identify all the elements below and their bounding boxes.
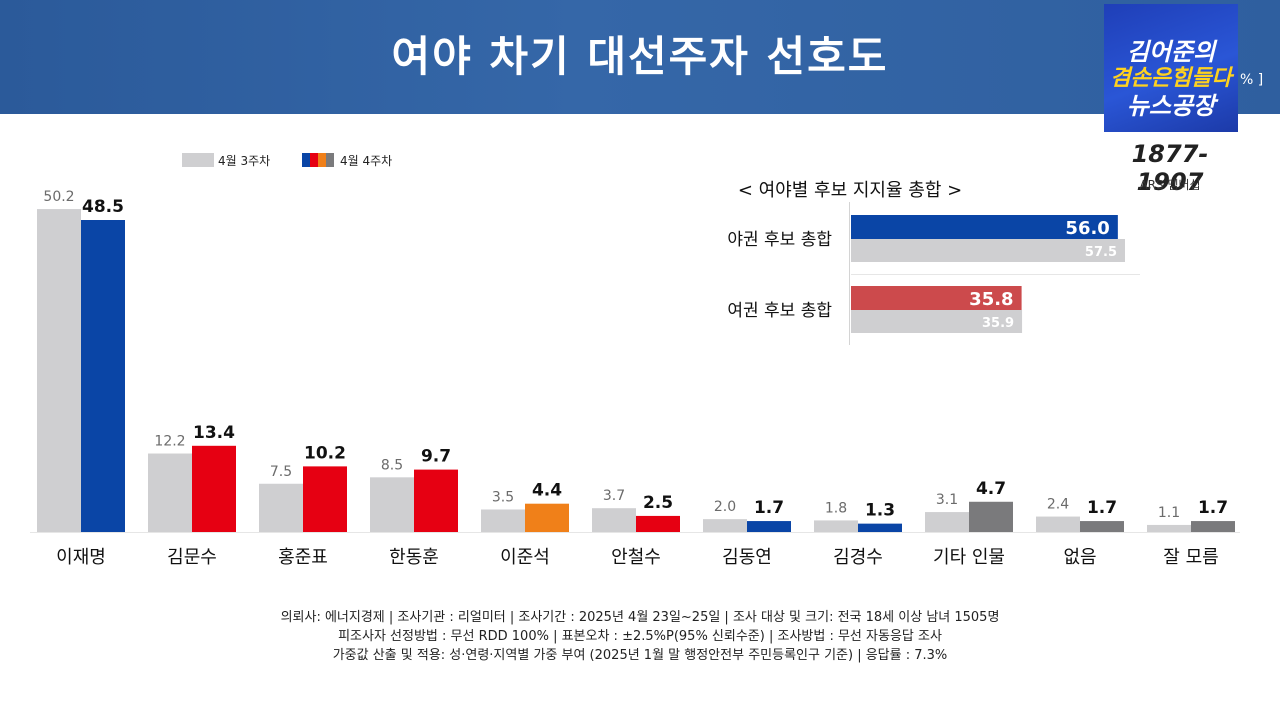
footnote-line3: 가중값 산출 및 적용: 성·연령·지역별 가중 부여 (2025년 1월 말 …	[332, 648, 948, 663]
bar-curr-5	[636, 515, 680, 532]
bar-prev-5	[592, 508, 636, 532]
bar-curr-9	[1080, 521, 1124, 532]
bar-curr-7	[858, 523, 902, 532]
page-title: 여야 차기 대선주자 선호도	[391, 32, 889, 81]
bar-curr-4	[525, 503, 569, 532]
legend-swatch-prev	[182, 153, 214, 167]
inset-bar-prev-0	[851, 239, 1125, 262]
category-label-5: 안철수	[611, 547, 661, 568]
value-label-curr-9: 1.7	[1087, 498, 1117, 518]
value-label-prev-7: 1.8	[825, 500, 847, 516]
value-label-curr-1: 13.4	[193, 423, 235, 443]
inset-value-curr-1: 35.8	[969, 289, 1013, 310]
bar-curr-1	[192, 445, 236, 532]
category-label-2: 홍준표	[278, 547, 328, 568]
inset-bar-curr-1	[851, 286, 1022, 310]
category-label-3: 한동훈	[389, 547, 439, 568]
bar-prev-8	[925, 512, 969, 532]
value-label-prev-10: 1.1	[1158, 505, 1180, 521]
bar-curr-10	[1191, 521, 1235, 532]
inset-bar-prev-1	[851, 310, 1023, 333]
inset-category-label-0: 야권 후보 총합	[727, 230, 832, 250]
value-label-curr-7: 1.3	[865, 501, 895, 521]
bar-prev-7	[814, 520, 858, 532]
value-label-curr-0: 48.5	[82, 197, 124, 217]
value-label-prev-9: 2.4	[1047, 497, 1069, 513]
value-label-curr-8: 4.7	[976, 479, 1006, 499]
bar-prev-9	[1036, 516, 1080, 532]
bar-curr-2	[303, 466, 347, 532]
value-label-prev-8: 3.1	[936, 492, 958, 508]
category-label-8: 기타 인물	[933, 547, 1005, 568]
category-label-4: 이준석	[500, 547, 550, 568]
bar-prev-6	[703, 519, 747, 532]
bar-prev-0	[37, 209, 81, 533]
percent-tag: % ]	[1240, 72, 1264, 88]
value-label-prev-6: 2.0	[714, 499, 736, 515]
value-label-curr-10: 1.7	[1198, 498, 1228, 518]
header-banner	[0, 0, 1280, 114]
value-label-prev-3: 8.5	[381, 457, 403, 473]
category-label-0: 이재명	[56, 547, 106, 568]
logo-line3: 뉴스공장	[1126, 92, 1216, 120]
phone-number: 1877-1907	[1131, 140, 1209, 196]
value-label-curr-6: 1.7	[754, 498, 784, 518]
bar-curr-6	[747, 521, 791, 532]
inset-value-prev-0: 57.5	[1085, 245, 1117, 260]
value-label-prev-2: 7.5	[270, 464, 292, 480]
category-label-7: 김경수	[833, 547, 883, 568]
inset-value-curr-0: 56.0	[1065, 218, 1109, 239]
bar-prev-3	[370, 477, 414, 532]
value-label-curr-2: 10.2	[304, 443, 346, 463]
bar-curr-0	[81, 220, 125, 532]
value-label-prev-0: 50.2	[43, 189, 74, 205]
legend-label-curr: 4월 4주차	[340, 154, 393, 168]
value-label-prev-5: 3.7	[603, 488, 625, 504]
category-label-1: 김문수	[167, 547, 217, 568]
ars-membership-label: ARS 멤버십	[1139, 178, 1201, 192]
value-label-prev-1: 12.2	[154, 434, 185, 450]
bar-prev-4	[481, 509, 525, 532]
legend-label-prev: 4월 3주차	[218, 154, 271, 168]
footnote-line1: 의뢰사: 에너지경제 | 조사기관 : 리얼미터 | 조사기간 : 2025년 …	[280, 610, 1000, 625]
inset-bar-curr-0	[851, 215, 1118, 239]
bar-curr-3	[414, 469, 458, 532]
bar-curr-8	[969, 501, 1013, 532]
value-label-curr-4: 4.4	[532, 481, 562, 501]
bar-prev-1	[148, 453, 192, 532]
legend-swatch-curr	[302, 153, 334, 167]
footnote-line2: 피조사자 선정방법 : 무선 RDD 100% | 표본오차 : ±2.5%P(…	[338, 629, 942, 644]
inset-chart-title: < 여야별 후보 지지율 총합 >	[737, 180, 963, 201]
news-factory-logo: 김어준의 겸손은힘들다 뉴스공장	[1104, 4, 1238, 132]
logo-line1: 김어준의	[1126, 38, 1216, 66]
inset-category-label-1: 여권 후보 총합	[727, 301, 832, 321]
value-label-prev-4: 3.5	[492, 489, 514, 505]
category-label-10: 잘 모름	[1163, 547, 1218, 568]
category-label-9: 없음	[1063, 547, 1096, 568]
value-label-curr-5: 2.5	[643, 493, 673, 513]
inset-value-prev-1: 35.9	[982, 316, 1014, 331]
survey-footnote: 의뢰사: 에너지경제 | 조사기관 : 리얼미터 | 조사기간 : 2025년 …	[0, 608, 1280, 665]
category-label-6: 김동연	[722, 547, 772, 568]
bar-prev-2	[259, 483, 303, 532]
bar-prev-10	[1147, 524, 1191, 532]
legend: 4월 3주차 4월 4주차	[180, 150, 440, 170]
value-label-curr-3: 9.7	[421, 447, 451, 467]
logo-line2: 겸손은힘들다	[1110, 66, 1232, 91]
